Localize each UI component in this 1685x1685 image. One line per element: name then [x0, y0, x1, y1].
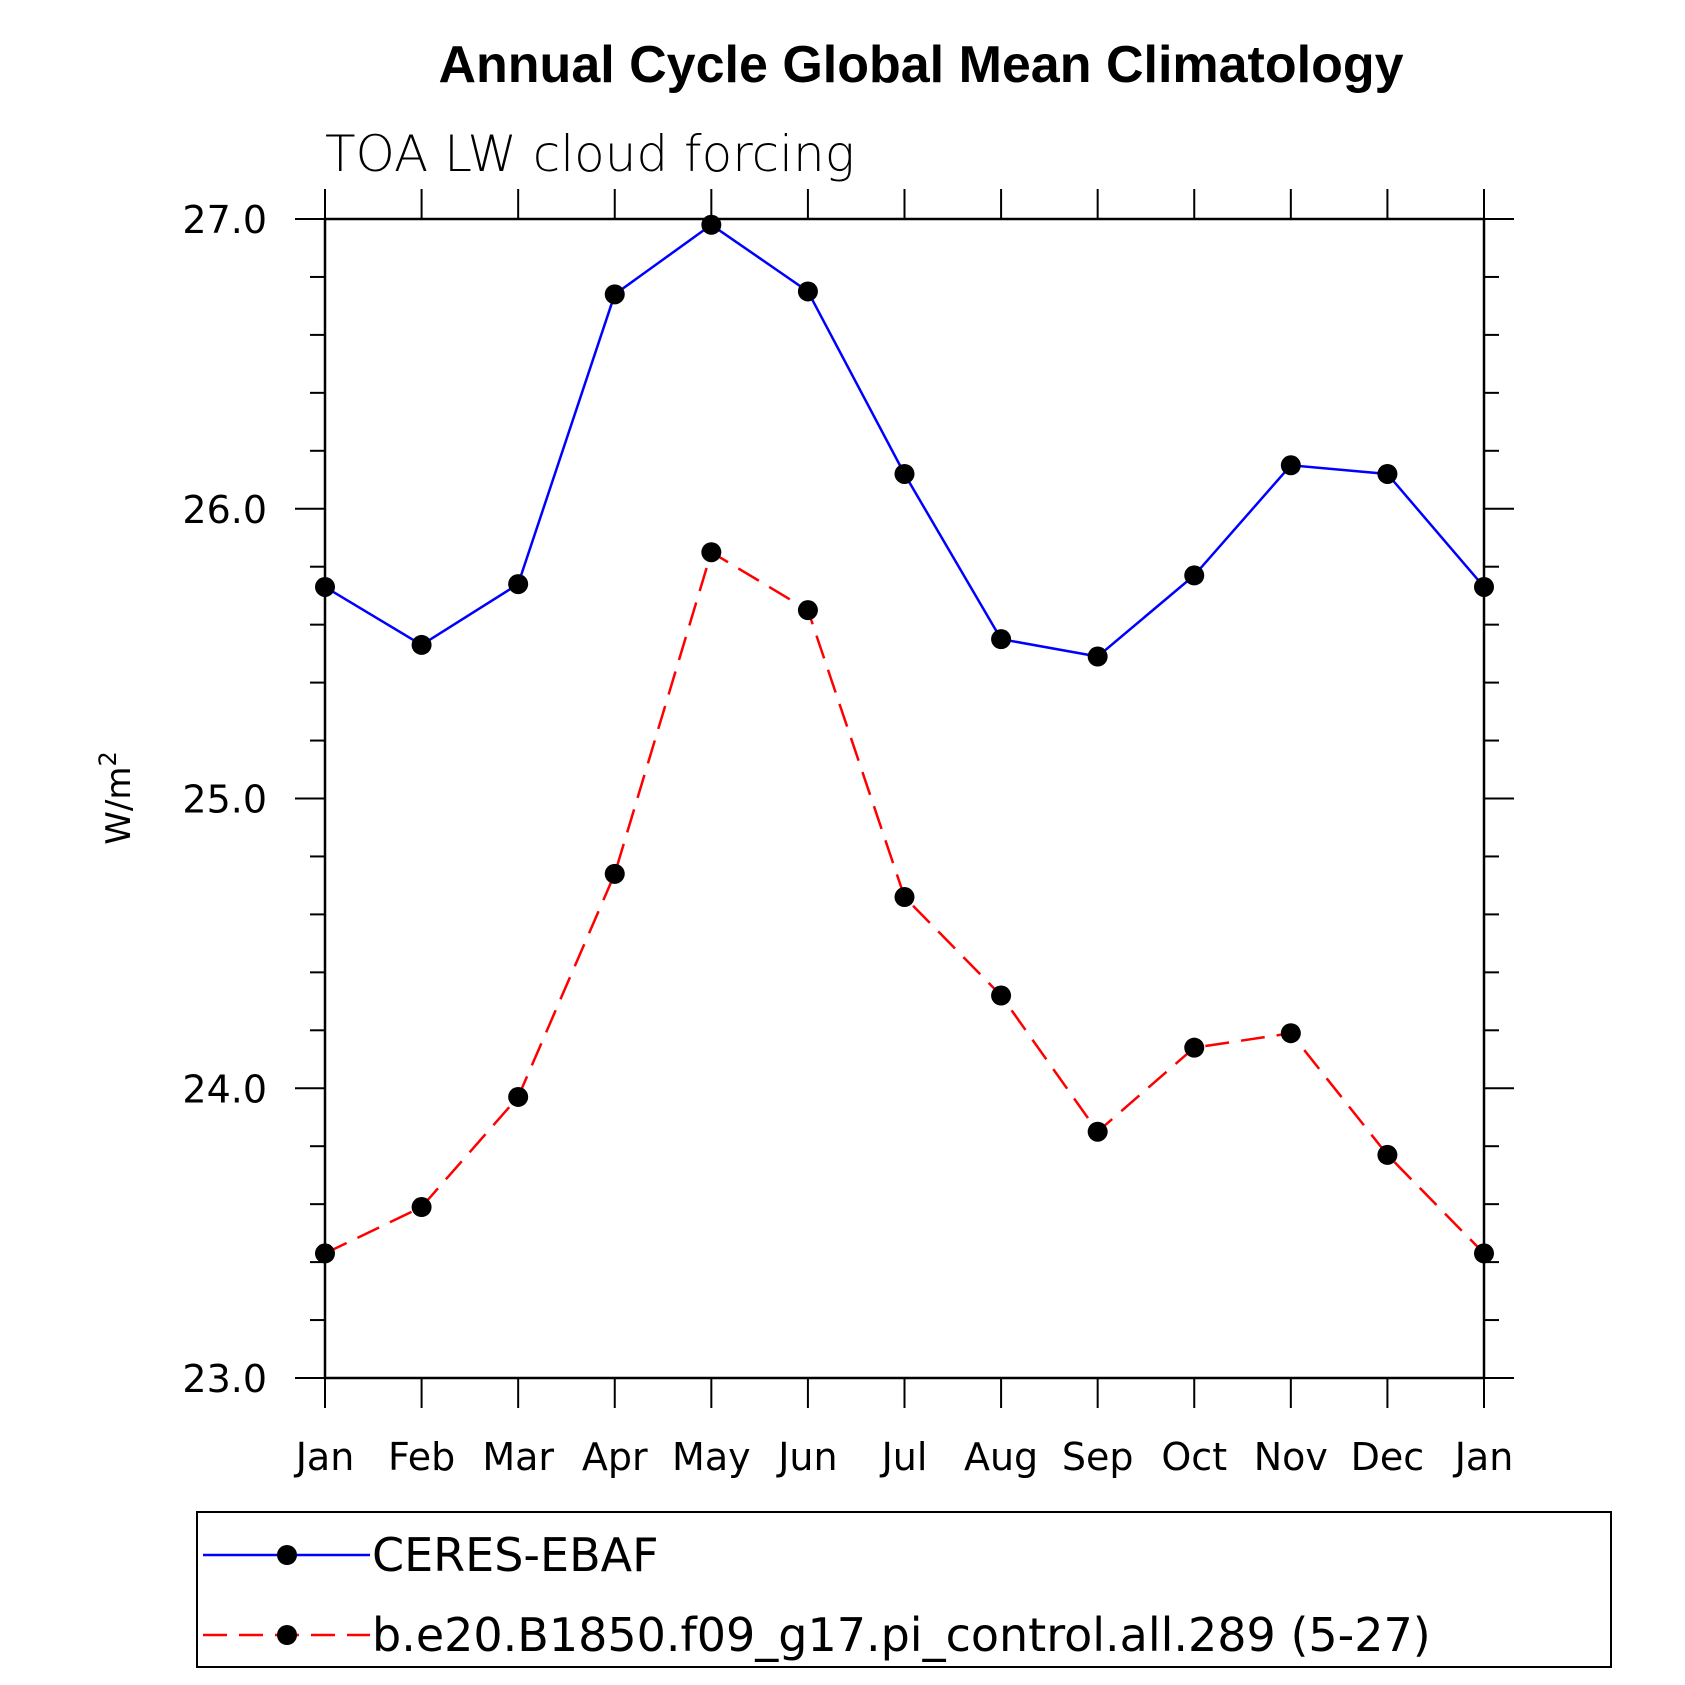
legend-box — [196, 1511, 1612, 1668]
data-point-series-1 — [701, 214, 722, 235]
data-point-series-2 — [797, 600, 818, 621]
data-point-series-2 — [604, 863, 625, 884]
x-tick-label: Oct — [1161, 1435, 1227, 1479]
data-point-series-2 — [1087, 1121, 1108, 1142]
series-line-1 — [324, 223, 1485, 658]
x-tick-label: Jul — [880, 1435, 928, 1479]
data-point-series-2 — [1474, 1243, 1494, 1264]
chart-subtitle: TOA LW cloud forcing — [325, 125, 855, 183]
x-tick-label: Nov — [1254, 1435, 1328, 1479]
data-point-series-1 — [894, 463, 915, 484]
data-point-series-1 — [991, 629, 1012, 650]
x-tick-label: Sep — [1062, 1435, 1134, 1479]
legend-marker-1 — [277, 1545, 297, 1565]
x-tick-label: Apr — [582, 1435, 648, 1479]
y-tick-label: 26.0 — [182, 488, 267, 532]
x-tick-label: Dec — [1351, 1435, 1425, 1479]
chart-title: Annual Cycle Global Mean Climatology — [438, 36, 1403, 94]
series-markers — [315, 214, 1494, 1264]
legend-label-2: b.e20.B1850.f09_g17.pi_control.all.289 (… — [372, 1608, 1431, 1662]
y-axis-label-superscript: 2 — [94, 751, 122, 766]
data-point-series-1 — [1087, 646, 1108, 667]
data-point-series-1 — [604, 284, 625, 305]
data-point-series-2 — [991, 985, 1012, 1006]
data-point-series-1 — [315, 576, 335, 597]
legend: CERES-EBAF b.e20.B1850.f09_g17.pi_control… — [196, 1511, 1612, 1668]
data-point-series-1 — [508, 574, 529, 595]
x-tick-label: Jan — [294, 1435, 355, 1479]
x-tick-labels: Jan Feb Mar Apr May Jun Jul Aug Sep Oct Nov Dec Jan — [294, 1435, 1514, 1479]
x-tick-label: May — [672, 1435, 751, 1479]
x-tick-label: Mar — [482, 1435, 554, 1479]
data-point-series-2 — [1184, 1037, 1205, 1058]
data-point-series-2 — [894, 887, 915, 908]
series-lines — [324, 223, 1485, 1255]
legend-entries: CERES-EBAF b.e20.B1850.f09_g17.pi_control… — [203, 1528, 1431, 1662]
y-tick-labels: 23.0 24.0 25.0 26.0 27.0 — [182, 198, 267, 1401]
y-axis-label-text: W/m — [99, 767, 139, 845]
data-point-series-1 — [1184, 565, 1205, 586]
y-axis-label: W/m2 — [94, 751, 139, 844]
x-tick-label: Jan — [1453, 1435, 1514, 1479]
x-tick-label: Feb — [388, 1435, 455, 1479]
data-point-series-1 — [1474, 576, 1494, 597]
data-point-series-2 — [315, 1243, 335, 1264]
data-point-series-1 — [1377, 463, 1398, 484]
data-point-series-1 — [1280, 455, 1301, 476]
legend-marker-2 — [277, 1625, 297, 1645]
data-point-series-2 — [411, 1197, 432, 1218]
x-tick-label: Aug — [964, 1435, 1038, 1479]
data-point-series-2 — [701, 542, 722, 563]
x-tick-label: Jun — [776, 1435, 837, 1479]
plot-frame — [323, 217, 1486, 1380]
axis-ticks — [295, 189, 1514, 1408]
y-tick-label: 23.0 — [182, 1357, 267, 1401]
data-point-series-1 — [411, 634, 432, 655]
y-tick-label: 27.0 — [182, 198, 267, 242]
y-tick-label: 25.0 — [182, 778, 267, 822]
data-point-series-2 — [1377, 1144, 1398, 1165]
y-tick-label: 24.0 — [182, 1067, 267, 1111]
data-point-series-2 — [1280, 1023, 1301, 1044]
data-point-series-2 — [508, 1086, 529, 1107]
legend-label-1: CERES-EBAF — [372, 1528, 659, 1582]
data-point-series-1 — [797, 281, 818, 302]
